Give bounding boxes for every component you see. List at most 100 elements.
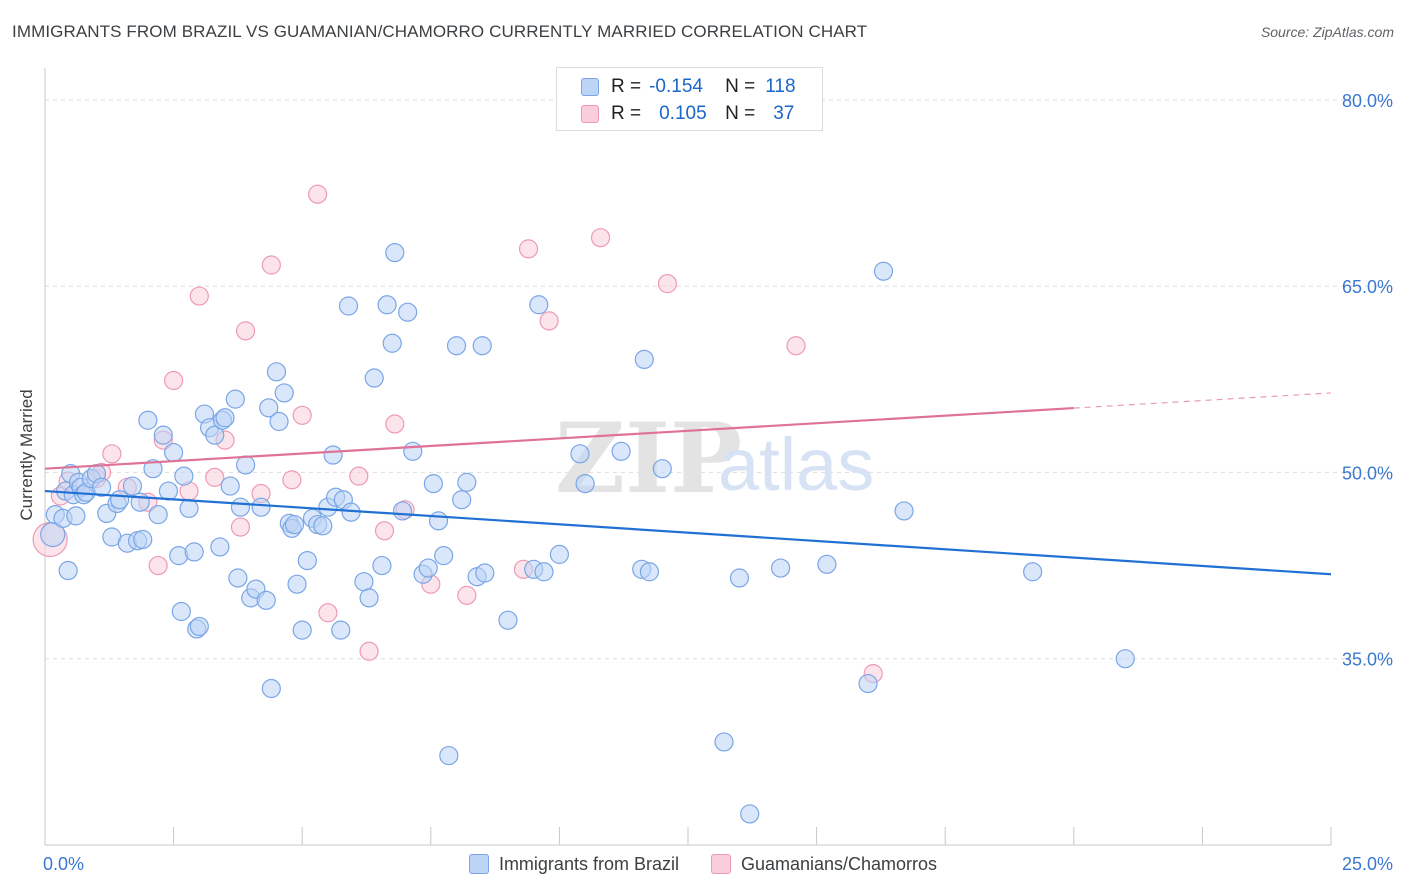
y-tick-label: 35.0% bbox=[1342, 650, 1393, 670]
point-guamanian bbox=[102, 444, 122, 464]
legend-swatch-brazil bbox=[468, 854, 489, 874]
legend-item-guamanian[interactable]: Guamanians/Chamorros bbox=[710, 853, 938, 875]
axes bbox=[44, 68, 1332, 846]
legend-swatch-brazil bbox=[581, 78, 599, 96]
point-brazil bbox=[428, 511, 449, 531]
point-guamanian bbox=[189, 286, 209, 306]
chart-title: IMMIGRANTS FROM BRAZIL VS GUAMANIAN/CHAM… bbox=[12, 22, 868, 41]
point-brazil bbox=[338, 296, 359, 316]
point-guamanian bbox=[308, 184, 328, 204]
point-brazil bbox=[287, 574, 307, 594]
x-tick-label: 25.0% bbox=[1342, 854, 1393, 874]
legend-swatch-guamanian bbox=[581, 105, 599, 123]
point-brazil bbox=[323, 445, 343, 465]
point-brazil bbox=[364, 368, 384, 388]
point-brazil bbox=[220, 476, 240, 496]
point-guamanian bbox=[786, 336, 806, 356]
point-brazil bbox=[143, 459, 163, 479]
point-brazil bbox=[894, 501, 914, 521]
watermark-atlas: atlas bbox=[718, 423, 874, 506]
point-guamanian bbox=[457, 585, 477, 605]
point-brazil bbox=[158, 481, 179, 501]
point-brazil bbox=[153, 425, 173, 445]
correlation-legend: R = -0.154 N = 118 R = 0.105 N = 37 bbox=[556, 67, 823, 131]
point-guamanian bbox=[292, 405, 312, 425]
point-guamanian bbox=[282, 470, 302, 490]
point-guamanian bbox=[164, 370, 184, 391]
point-guamanian bbox=[359, 641, 379, 661]
point-brazil bbox=[261, 678, 281, 699]
point-brazil bbox=[385, 242, 405, 263]
point-brazil bbox=[423, 473, 443, 494]
point-brazil bbox=[529, 295, 549, 315]
point-brazil bbox=[534, 562, 554, 582]
point-brazil bbox=[266, 362, 287, 382]
point-brazil bbox=[439, 745, 459, 766]
point-brazil bbox=[457, 472, 477, 492]
point-brazil bbox=[1115, 649, 1135, 669]
point-guamanian bbox=[349, 466, 369, 486]
point-brazil bbox=[549, 544, 570, 564]
point-brazil bbox=[256, 590, 276, 610]
point-brazil bbox=[446, 336, 467, 356]
point-brazil bbox=[382, 333, 402, 353]
point-brazil bbox=[274, 383, 294, 403]
point-brazil bbox=[236, 455, 256, 475]
point-brazil bbox=[403, 441, 423, 461]
point-brazil bbox=[1023, 562, 1043, 582]
point-brazil bbox=[740, 804, 760, 824]
legend-item-brazil[interactable]: Immigrants from Brazil bbox=[468, 853, 679, 875]
point-brazil bbox=[652, 459, 672, 479]
point-brazil bbox=[230, 497, 251, 517]
point-guamanian bbox=[148, 555, 168, 576]
tick-labels: 80.0% 65.0% 50.0% 35.0% 0.0% 25.0% bbox=[43, 91, 1393, 874]
point-brazil bbox=[398, 302, 418, 322]
point-brazil bbox=[714, 732, 734, 752]
point-brazil bbox=[251, 497, 271, 517]
legend-label-brazil: Immigrants from Brazil bbox=[498, 853, 679, 874]
y-tick-label: 50.0% bbox=[1342, 463, 1393, 483]
point-brazil bbox=[639, 562, 660, 582]
legend-swatch-guamanian bbox=[710, 854, 731, 874]
point-brazil bbox=[66, 506, 86, 526]
point-brazil bbox=[313, 516, 333, 536]
point-brazil bbox=[611, 441, 631, 461]
point-guamanian bbox=[657, 274, 678, 294]
point-brazil bbox=[133, 529, 153, 550]
trend-line-brazil bbox=[44, 489, 1332, 576]
source-label: Source: ZipAtlas.com bbox=[1260, 24, 1394, 40]
legend-label-guamanian: Guamanians/Chamorros bbox=[740, 853, 938, 874]
point-brazil bbox=[377, 295, 397, 315]
point-guamanian bbox=[205, 467, 225, 487]
point-brazil bbox=[174, 466, 194, 486]
point-brazil bbox=[873, 261, 894, 281]
point-guamanian bbox=[385, 414, 405, 434]
legend-r-value-guamanian: 0.105 bbox=[659, 103, 707, 124]
x-tick-label: 0.0% bbox=[43, 854, 84, 874]
point-guamanian bbox=[590, 228, 611, 248]
legend-r-value-brazil: -0.154 bbox=[649, 76, 703, 97]
point-brazil bbox=[372, 555, 392, 576]
point-brazil bbox=[138, 410, 158, 430]
point-brazil bbox=[259, 398, 279, 418]
point-brazil bbox=[179, 498, 199, 519]
point-guamanian bbox=[374, 521, 395, 541]
point-brazil bbox=[434, 546, 454, 566]
point-guamanian bbox=[318, 603, 338, 623]
legend-n-label: N = bbox=[725, 76, 756, 97]
point-brazil bbox=[770, 558, 791, 578]
trend-line-guamanian bbox=[44, 406, 1074, 470]
legend-n-label: N = bbox=[725, 103, 756, 124]
point-brazil bbox=[122, 476, 143, 496]
trend-lines bbox=[44, 392, 1332, 576]
point-guamanian bbox=[236, 321, 256, 341]
series-brazil-points bbox=[40, 242, 1135, 824]
y-tick-label: 80.0% bbox=[1342, 91, 1393, 111]
point-brazil bbox=[189, 616, 209, 637]
legend-r-label: R = bbox=[611, 103, 642, 124]
point-brazil bbox=[570, 444, 590, 464]
point-brazil bbox=[292, 620, 312, 640]
point-brazil bbox=[392, 501, 413, 521]
